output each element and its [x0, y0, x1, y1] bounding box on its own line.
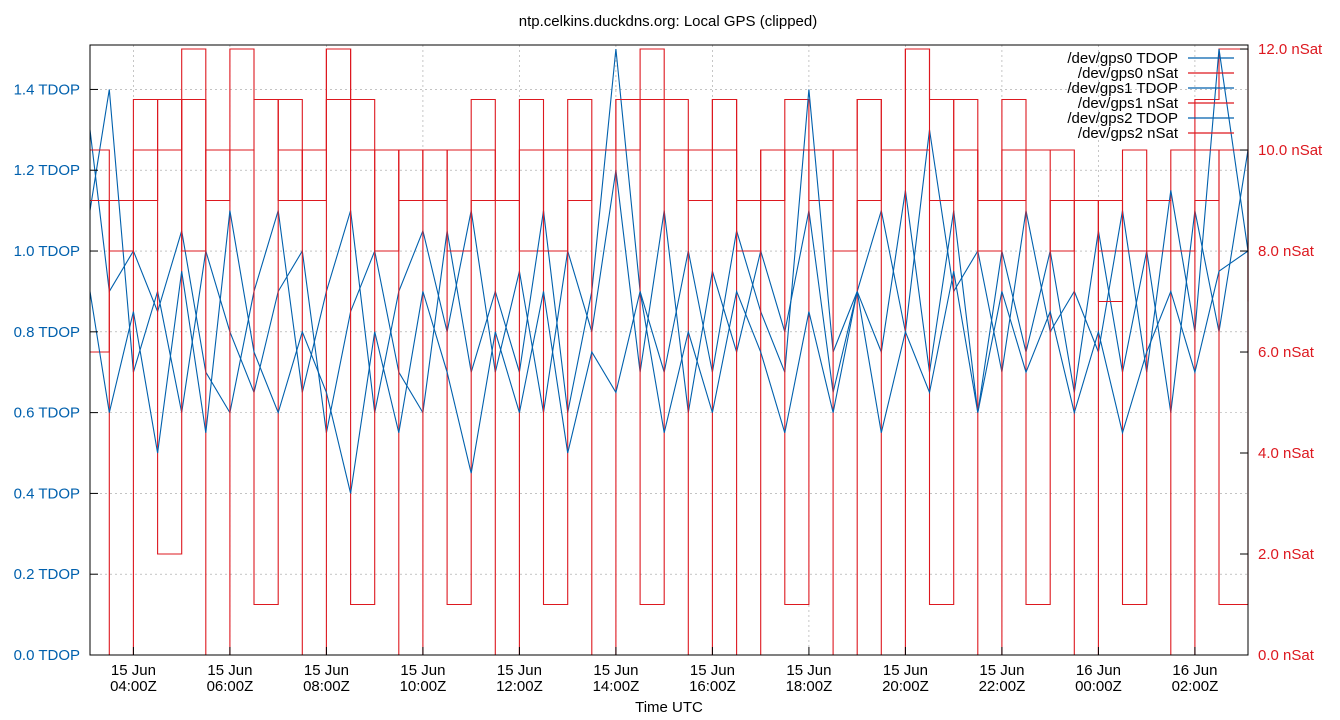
legend-label: /dev/gps2 nSat: [1078, 125, 1179, 142]
x-axis-label: Time UTC: [635, 699, 703, 716]
y2-tick-label: 4.0 nSat: [1258, 445, 1315, 462]
x-tick-label-date: 15 Jun: [400, 662, 445, 679]
y-axis-right: 0.0 nSat 2.0 nSat 4.0 nSat 6.0 nSat 8.0 nSat…: [1240, 41, 1323, 664]
x-tick-label-date: 16 Jun: [1172, 662, 1217, 679]
x-tick-label-time: 14:00Z: [593, 678, 640, 695]
x-tick-label-time: 02:00Z: [1172, 678, 1219, 695]
x-tick-label-time: 22:00Z: [979, 678, 1026, 695]
x-tick-label-date: 15 Jun: [883, 662, 928, 679]
x-tick-label-date: 16 Jun: [1076, 662, 1121, 679]
y2-tick-label: 10.0 nSat: [1258, 142, 1323, 159]
x-tick-label-time: 06:00Z: [207, 678, 254, 695]
x-tick-label-date: 15 Jun: [207, 662, 252, 679]
y2-tick-label: 6.0 nSat: [1258, 344, 1315, 361]
x-tick-label-time: 12:00Z: [496, 678, 543, 695]
x-tick-label-time: 00:00Z: [1075, 678, 1122, 695]
chart-title: ntp.celkins.duckdns.org: Local GPS (clip…: [519, 13, 817, 30]
y-tick-label: 0.4 TDOP: [14, 485, 80, 502]
y-tick-label: 0.6 TDOP: [14, 405, 80, 422]
x-tick-label-time: 10:00Z: [400, 678, 447, 695]
x-tick-label-time: 20:00Z: [882, 678, 929, 695]
series-layer: [89, 48, 1249, 656]
y2-tick-label: 0.0 nSat: [1258, 647, 1315, 664]
x-tick-label-date: 15 Jun: [690, 662, 735, 679]
x-tick-label-time: 18:00Z: [786, 678, 833, 695]
legend-label: /dev/gps0 TDOP: [1067, 50, 1178, 67]
x-tick-label-time: 04:00Z: [110, 678, 157, 695]
y2-tick-label: 8.0 nSat: [1258, 243, 1315, 260]
y-tick-label: 1.4 TDOP: [14, 81, 80, 98]
y-tick-label: 1.0 TDOP: [14, 243, 80, 260]
x-tick-label-date: 15 Jun: [497, 662, 542, 679]
x-tick-label-time: 16:00Z: [689, 678, 736, 695]
legend-label: /dev/gps2 TDOP: [1067, 110, 1178, 127]
plot-frame: [89, 44, 1249, 656]
y2-tick-label: 12.0 nSat: [1258, 41, 1323, 58]
x-tick-label-date: 15 Jun: [593, 662, 638, 679]
y-tick-label: 1.2 TDOP: [14, 162, 80, 179]
y-tick-label: 0.0 TDOP: [14, 647, 80, 664]
legend-label: /dev/gps0 nSat: [1078, 65, 1179, 82]
legend-label: /dev/gps1 nSat: [1078, 95, 1179, 112]
y-axis-left: 0.0 TDOP 0.2 TDOP 0.4 TDOP 0.6 TDOP 0.8 TDOP…: [14, 81, 98, 664]
x-tick-label-date: 15 Jun: [786, 662, 831, 679]
legend-label: /dev/gps1 TDOP: [1067, 80, 1178, 97]
y2-tick-label: 2.0 nSat: [1258, 546, 1315, 563]
x-tick-label-time: 08:00Z: [303, 678, 350, 695]
x-tick-label-date: 15 Jun: [979, 662, 1024, 679]
x-tick-label-date: 15 Jun: [304, 662, 349, 679]
y-tick-label: 0.8 TDOP: [14, 324, 80, 341]
y-tick-label: 0.2 TDOP: [14, 566, 80, 583]
x-tick-label-date: 15 Jun: [111, 662, 156, 679]
series-line-dev-gps2-tdop: [89, 210, 1249, 494]
legend: /dev/gps0 TDOP/dev/gps0 nSat/dev/gps1 TD…: [1067, 50, 1234, 142]
series-line-dev-gps2-nsat: [90, 98, 1249, 352]
